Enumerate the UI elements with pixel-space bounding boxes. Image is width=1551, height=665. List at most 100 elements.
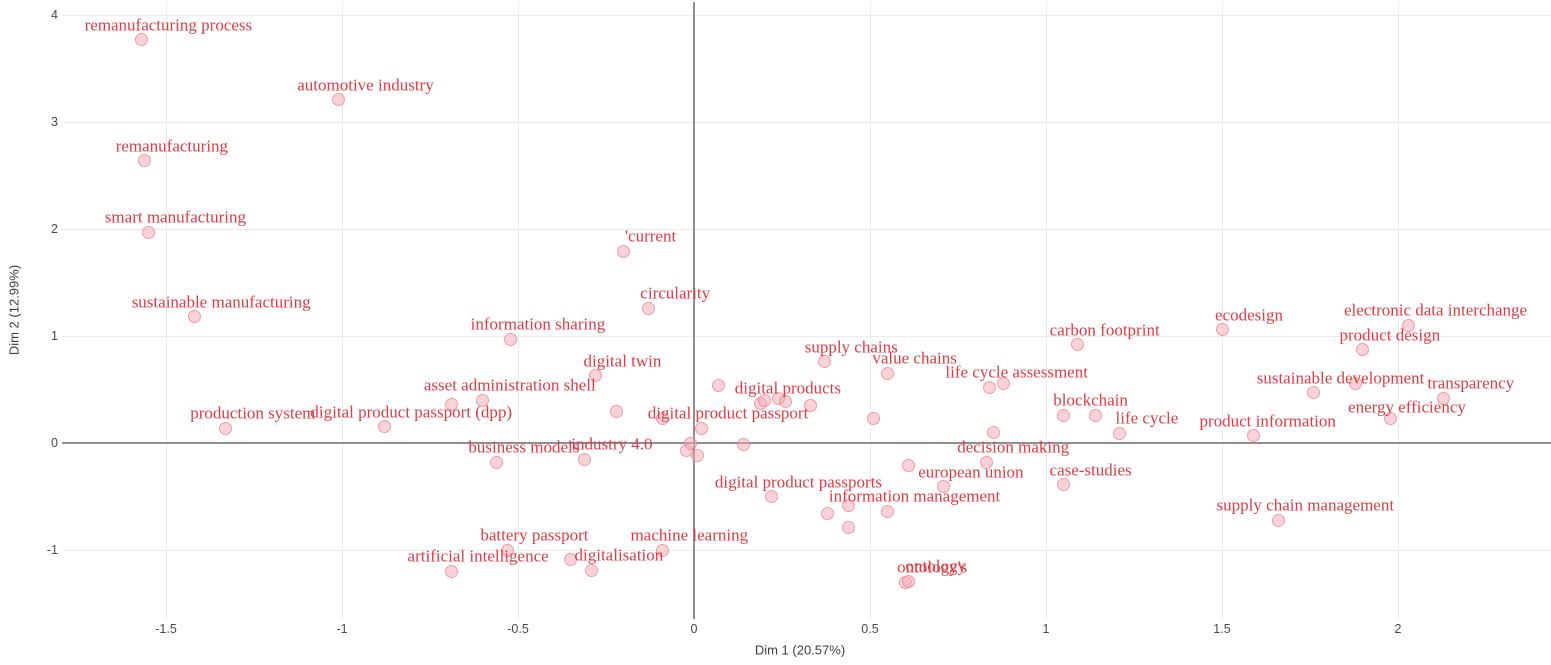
y-tick-label: 4 [51, 8, 58, 22]
gridline-y [62, 549, 1551, 551]
scatter-point[interactable] [1271, 513, 1285, 527]
scatter-point[interactable] [979, 455, 993, 469]
scatter-point[interactable] [490, 455, 504, 469]
term-label: sustainable manufacturing [131, 292, 311, 312]
scatter-point[interactable] [1402, 318, 1416, 332]
term-label: digital twin [583, 351, 662, 371]
scatter-point[interactable] [617, 244, 631, 258]
scatter-point[interactable] [141, 225, 155, 239]
scatter-point[interactable] [1356, 343, 1370, 357]
term-label: sustainable development [1256, 368, 1425, 388]
scatter-point[interactable] [694, 421, 708, 435]
scatter-point[interactable] [655, 411, 669, 425]
term-label: 'current [624, 226, 677, 246]
scatter-point[interactable] [1057, 478, 1071, 492]
scatter-point[interactable] [1215, 323, 1229, 337]
y-zero-axis-line [62, 442, 1551, 444]
scatter-point[interactable] [779, 394, 793, 408]
x-tick-label: -1.5 [155, 622, 177, 636]
scatter-point[interactable] [1437, 391, 1451, 405]
y-tick-label: 2 [51, 222, 58, 236]
scatter-point[interactable] [585, 563, 599, 577]
scatter-point[interactable] [377, 420, 391, 434]
scatter-point[interactable] [138, 154, 152, 168]
term-label: digital product passport (dpp) [310, 402, 513, 422]
term-label: case-studies [1049, 460, 1132, 480]
scatter-point[interactable] [500, 543, 514, 557]
scatter-point[interactable] [691, 449, 705, 463]
scatter-point[interactable] [578, 452, 592, 466]
scatter-point[interactable] [476, 393, 490, 407]
scatter-point[interactable] [1088, 408, 1102, 422]
term-label: carbon footprint [1049, 320, 1160, 340]
scatter-point[interactable] [803, 399, 817, 413]
scatter-point[interactable] [764, 490, 778, 503]
term-label: information management [828, 486, 1001, 506]
term-label: digitalisation [574, 545, 664, 565]
scatter-point[interactable] [1113, 426, 1127, 440]
scatter-point[interactable] [1247, 429, 1261, 442]
gridline-x [341, 2, 343, 619]
x-axis-title: Dim 1 (20.57%) [754, 642, 846, 658]
scatter-point[interactable] [187, 310, 201, 324]
x-tick-label: 2 [1394, 622, 1402, 636]
scatter-point[interactable] [712, 378, 726, 392]
scatter-point[interactable] [986, 425, 1000, 439]
scatter-point[interactable] [902, 574, 916, 588]
term-label: ecodesign [1215, 305, 1283, 325]
term-label: digital product passports [714, 472, 883, 491]
scatter-point[interactable] [842, 498, 856, 512]
scatter-point[interactable] [1349, 376, 1363, 390]
x-tick-label: 1.5 [1213, 622, 1231, 636]
scatter-point[interactable] [444, 397, 458, 411]
scatter-point[interactable] [1384, 411, 1398, 425]
scatter-point[interactable] [588, 369, 602, 383]
term-label: product design [1339, 325, 1441, 345]
x-tick-label: 1 [1042, 622, 1050, 636]
scatter-point[interactable] [881, 504, 895, 518]
term-label: european union [918, 462, 1024, 482]
scatter-point[interactable] [757, 393, 771, 407]
gridline-x [165, 2, 167, 619]
scatter-point[interactable] [817, 355, 831, 369]
x-tick-label: 0.5 [861, 622, 879, 636]
scatter-point[interactable] [736, 437, 750, 451]
scatter-point[interactable] [655, 543, 669, 557]
term-label: battery passport [480, 525, 589, 545]
scatter-point[interactable] [821, 507, 835, 521]
scatter-point[interactable] [842, 521, 856, 535]
scatter-point[interactable] [444, 564, 458, 578]
term-label: machine learning [630, 525, 749, 545]
scatter-point[interactable] [867, 411, 881, 425]
scatter-point[interactable] [219, 421, 233, 435]
scatter-point[interactable] [937, 480, 951, 494]
scatter-point[interactable] [134, 33, 148, 47]
y-tick-label: 3 [51, 115, 58, 129]
gridline-x [869, 2, 871, 619]
term-label: digital product passport [647, 403, 809, 423]
scatter-point[interactable] [331, 93, 345, 107]
scatter-point[interactable] [641, 301, 655, 315]
scatter-point[interactable] [997, 376, 1011, 390]
x-tick-label: -1 [336, 622, 348, 636]
term-label: decision making [957, 437, 1070, 457]
term-label: ontology's [897, 557, 968, 577]
scatter-point[interactable] [610, 405, 624, 419]
scatter-point[interactable] [902, 458, 916, 472]
y-axis-title: Dim 2 (12.99%) [6, 264, 22, 356]
scatter-point[interactable] [564, 553, 578, 567]
gridline-y [62, 228, 1551, 230]
gridline-y [62, 335, 1551, 337]
scatter-point[interactable] [983, 380, 997, 394]
scatter-point[interactable] [1307, 386, 1321, 400]
term-label: digital products [734, 378, 841, 398]
term-label: product information [1199, 411, 1336, 430]
scatter-point[interactable] [1071, 338, 1085, 352]
scatter-point[interactable] [504, 332, 518, 346]
term-label: blockchain [1053, 390, 1128, 410]
term-label: electronic data interchange [1343, 300, 1528, 320]
term-label: artificial intelligence [407, 546, 549, 566]
scatter-point[interactable] [1057, 408, 1071, 422]
scatter-point[interactable] [881, 366, 895, 380]
